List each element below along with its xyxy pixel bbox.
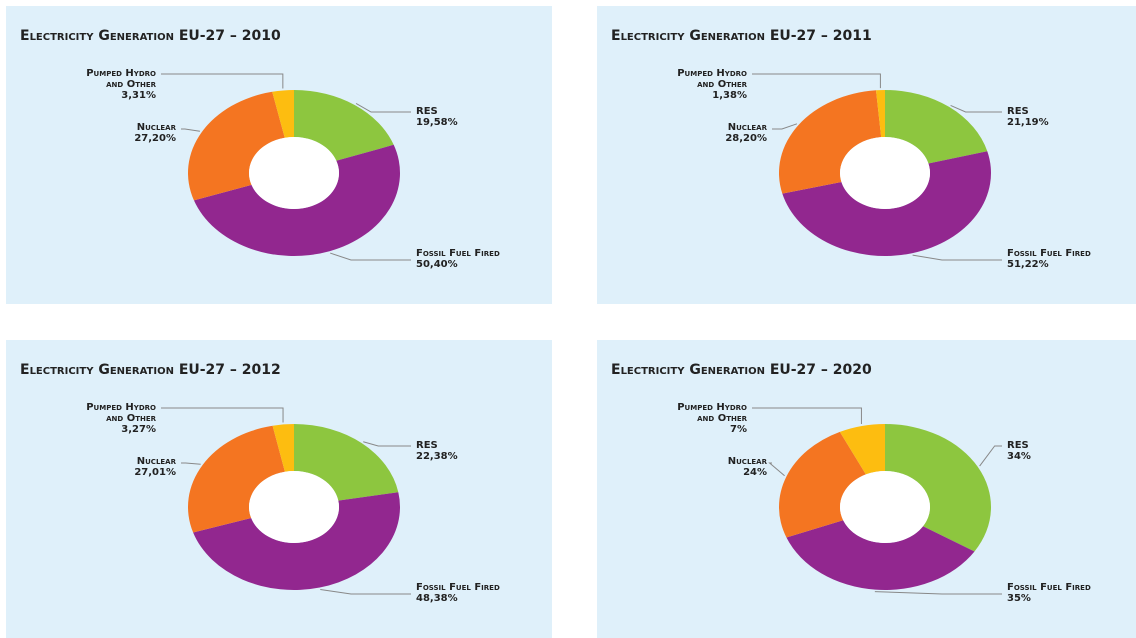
value-label: 3,31% bbox=[121, 90, 156, 101]
slice-label: Nuclear 24% bbox=[677, 456, 767, 478]
slice-label: Fossil Fuel Fired 51,22% bbox=[1007, 248, 1091, 270]
slice-label: RES 19,58% bbox=[416, 106, 458, 128]
value-label: 27,01% bbox=[134, 467, 176, 478]
slice-label: Pumped Hydro and Other 3,27% bbox=[66, 402, 156, 435]
chart-panel: Electricity Generation EU-27 – 2010 RES 19… bbox=[6, 6, 552, 304]
value-label: 48,38% bbox=[416, 593, 458, 604]
category-label: Pumped Hydro and Other bbox=[86, 68, 156, 90]
value-label: 27,20% bbox=[134, 133, 176, 144]
donut-slice bbox=[786, 520, 975, 590]
leader-line bbox=[363, 441, 411, 447]
leader-line bbox=[979, 445, 1002, 467]
donut-slice bbox=[272, 90, 294, 138]
value-label: 50,40% bbox=[416, 259, 458, 270]
slice-label: Fossil Fuel Fired 48,38% bbox=[416, 582, 500, 604]
leader-line bbox=[181, 462, 201, 465]
leader-line bbox=[181, 128, 201, 132]
category-label: Nuclear bbox=[727, 122, 767, 133]
category-label: RES bbox=[416, 106, 438, 117]
slice-label: Pumped Hydro and Other 7% bbox=[657, 402, 747, 435]
donut-chart bbox=[161, 73, 411, 261]
donut-slice bbox=[193, 492, 400, 591]
donut-slice bbox=[779, 90, 882, 194]
donut-slice bbox=[782, 151, 991, 256]
value-label: 1,38% bbox=[712, 90, 747, 101]
donut-slice bbox=[885, 90, 988, 164]
category-label: Fossil Fuel Fired bbox=[416, 582, 500, 593]
leader-line bbox=[772, 123, 798, 130]
slice-label: RES 22,38% bbox=[416, 440, 458, 462]
value-label: 28,20% bbox=[725, 133, 767, 144]
slice-label: RES 34% bbox=[1007, 440, 1031, 462]
category-label: Fossil Fuel Fired bbox=[1007, 248, 1091, 259]
donut-slice bbox=[839, 424, 885, 475]
donut-hole bbox=[840, 137, 930, 209]
donut-chart bbox=[752, 407, 1002, 595]
value-label: 21,19% bbox=[1007, 117, 1049, 128]
value-label: 19,58% bbox=[416, 117, 458, 128]
donut-slice bbox=[875, 90, 885, 138]
chart-title: Electricity Generation EU-27 – 2012 bbox=[20, 362, 281, 378]
leader-line bbox=[161, 407, 284, 423]
leader-line bbox=[355, 102, 411, 113]
leader-line bbox=[320, 588, 411, 595]
slice-label: Fossil Fuel Fired 50,40% bbox=[416, 248, 500, 270]
chart-panel: Electricity Generation EU-27 – 2012 RES 22… bbox=[6, 340, 552, 638]
donut-slice bbox=[294, 424, 399, 501]
donut-slice bbox=[779, 431, 866, 538]
chart-panel: Electricity Generation EU-27 – 2020 RES 34… bbox=[597, 340, 1136, 638]
slice-label: Nuclear 27,20% bbox=[86, 122, 176, 144]
donut-chart bbox=[752, 73, 1002, 261]
category-label: Pumped Hydro and Other bbox=[677, 68, 747, 90]
slice-label: RES 21,19% bbox=[1007, 106, 1049, 128]
leader-line bbox=[752, 73, 881, 89]
category-label: Pumped Hydro and Other bbox=[677, 402, 747, 424]
slice-label: Nuclear 27,01% bbox=[86, 456, 176, 478]
slice-label: Pumped Hydro and Other 3,31% bbox=[66, 68, 156, 101]
value-label: 24% bbox=[743, 467, 767, 478]
category-label: Fossil Fuel Fired bbox=[416, 248, 500, 259]
donut-slice bbox=[187, 425, 285, 533]
category-label: Nuclear bbox=[727, 456, 767, 467]
leader-line bbox=[874, 591, 1002, 595]
value-label: 22,38% bbox=[416, 451, 458, 462]
donut-chart bbox=[161, 407, 411, 595]
slice-label: Fossil Fuel Fired 35% bbox=[1007, 582, 1091, 604]
value-label: 34% bbox=[1007, 451, 1031, 462]
chart-title: Electricity Generation EU-27 – 2011 bbox=[611, 28, 872, 44]
donut-slice bbox=[193, 144, 401, 257]
leader-line bbox=[752, 407, 862, 425]
category-label: Fossil Fuel Fired bbox=[1007, 582, 1091, 593]
leader-line bbox=[950, 105, 1002, 113]
donut-slice bbox=[885, 424, 991, 552]
donut-slice bbox=[294, 90, 394, 161]
value-label: 35% bbox=[1007, 593, 1031, 604]
category-label: RES bbox=[416, 440, 438, 451]
donut-hole bbox=[840, 471, 930, 543]
chart-title: Electricity Generation EU-27 – 2020 bbox=[611, 362, 872, 378]
slice-label: Pumped Hydro and Other 1,38% bbox=[657, 68, 747, 101]
chart-title: Electricity Generation EU-27 – 2010 bbox=[20, 28, 281, 44]
category-label: Pumped Hydro and Other bbox=[86, 402, 156, 424]
value-label: 51,22% bbox=[1007, 259, 1049, 270]
leader-line bbox=[768, 462, 785, 477]
donut-hole bbox=[249, 137, 339, 209]
value-label: 7% bbox=[730, 424, 747, 435]
category-label: Nuclear bbox=[136, 122, 176, 133]
donut-hole bbox=[249, 471, 339, 543]
category-label: RES bbox=[1007, 106, 1029, 117]
leader-line bbox=[912, 254, 1002, 261]
chart-panel: Electricity Generation EU-27 – 2011 RES 21… bbox=[597, 6, 1136, 304]
category-label: Nuclear bbox=[136, 456, 176, 467]
leader-line bbox=[161, 73, 284, 89]
leader-line bbox=[330, 252, 411, 261]
value-label: 3,27% bbox=[121, 424, 156, 435]
slice-label: Nuclear 28,20% bbox=[677, 122, 767, 144]
donut-slice bbox=[188, 91, 285, 201]
donut-slice bbox=[272, 424, 294, 472]
category-label: RES bbox=[1007, 440, 1029, 451]
